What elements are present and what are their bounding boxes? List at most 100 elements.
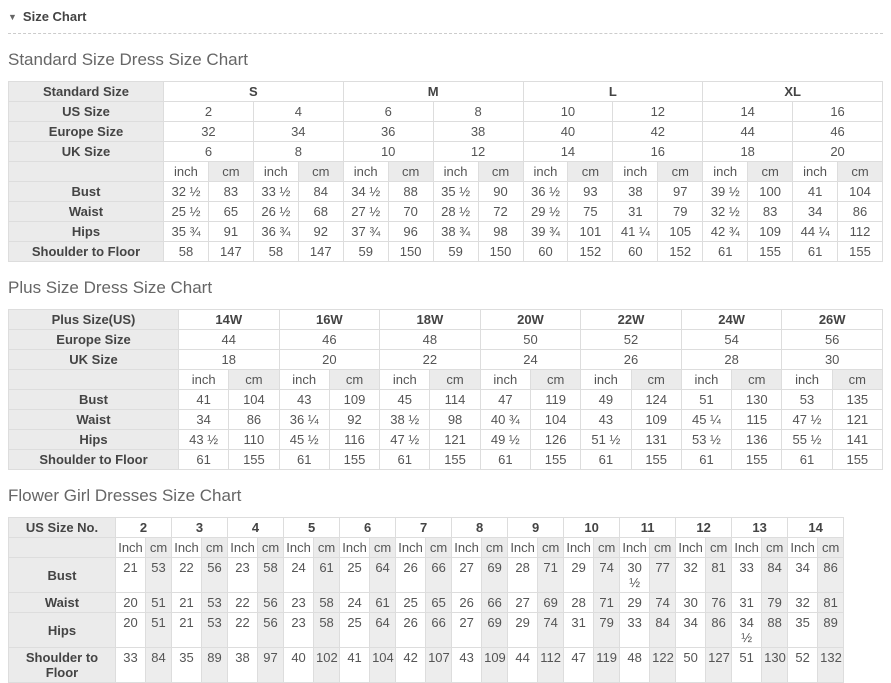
value-cell: 26 <box>395 557 427 593</box>
value-cell: 21 <box>115 557 146 593</box>
value-cell: 56 <box>201 557 229 593</box>
value-cell: 32 <box>787 592 819 613</box>
unit-cm-cell: cm <box>529 369 582 390</box>
value-cell: 58 <box>257 557 285 593</box>
value-cell: 58 <box>313 592 341 613</box>
standard-size-heading: Standard Size Dress Size Chart <box>8 50 248 69</box>
size-chart-title: Size Chart <box>22 9 87 24</box>
value-cell: 27 <box>507 592 539 613</box>
measure-row: Waist 34 86 36 ¼ 92 38 ½ 98 40 ¾ 104 43 109 45 ¼ 115… <box>8 409 884 430</box>
size-cell: 22W <box>580 309 682 330</box>
corner-label-cell: US Size No. <box>8 517 116 538</box>
value-cell: 35 ½ <box>432 181 479 202</box>
size-cell: 14 <box>787 517 845 538</box>
value-cell: 86 <box>705 612 733 648</box>
info-value-cell: 4 <box>252 101 344 122</box>
value-cell: 86 <box>228 409 280 430</box>
value-cell: 136 <box>731 429 783 450</box>
value-cell: 93 <box>567 181 614 202</box>
value-cell: 32 ½ <box>702 201 749 222</box>
value-cell: 32 ½ <box>163 181 209 202</box>
unit-row: Inch cm Inch cm Inch cm Inch cm Inch cm Inch cm Inch… <box>8 537 845 558</box>
value-cell: 51 <box>731 647 763 683</box>
value-cell: 68 <box>297 201 344 222</box>
value-cell: 61 <box>369 592 397 613</box>
unit-row: inch cm inch cm inch cm inch cm inch cm inch cm inch… <box>8 369 884 390</box>
value-cell: 97 <box>257 647 285 683</box>
value-cell: 26 <box>451 592 483 613</box>
info-value-cell: 18 <box>178 349 280 370</box>
value-cell: 43 <box>451 647 483 683</box>
unit-inch-cell: inch <box>278 369 330 390</box>
unit-cm-cell: cm <box>228 369 280 390</box>
measure-row: Bust 21 53 22 56 23 58 24 61 25 64 26 66 27 69 28 71 29 74… <box>8 557 845 593</box>
flower-girl-section: Flower Girl Dresses Size Chart US Size N… <box>8 486 883 683</box>
value-cell: 29 <box>507 612 539 648</box>
value-cell: 97 <box>657 181 704 202</box>
row-label-cell: Bust <box>8 181 164 202</box>
value-cell: 53 ½ <box>680 429 733 450</box>
value-cell: 61 <box>479 449 531 470</box>
value-cell: 32 <box>675 557 707 593</box>
value-cell: 36 ¾ <box>252 221 299 242</box>
size-cell: 7 <box>395 517 453 538</box>
unit-cm-cell: cm <box>537 537 565 558</box>
size-chart-section-toggle[interactable]: ▼ Size Chart <box>8 6 883 34</box>
value-cell: 43 <box>580 409 632 430</box>
value-cell: 25 <box>339 557 371 593</box>
value-cell: 53 <box>144 557 173 593</box>
unit-inch-cell: Inch <box>171 537 203 558</box>
size-cell: 3 <box>171 517 229 538</box>
info-row: Europe Size 32 34 36 38 40 42 44 46 <box>8 121 883 142</box>
unit-inch-cell: inch <box>342 161 389 182</box>
value-cell: 102 <box>313 647 341 683</box>
value-cell: 23 <box>283 592 315 613</box>
info-row: US Size 2 4 6 8 10 12 14 16 <box>8 101 883 122</box>
value-cell: 141 <box>831 429 884 450</box>
value-cell: 69 <box>481 557 509 593</box>
info-value-cell: 54 <box>680 329 783 350</box>
value-cell: 122 <box>649 647 677 683</box>
plus-size-table: Plus Size(US) 14W 16W 18W 20W 22W 24W 26W Europe… <box>8 309 884 470</box>
value-cell: 23 <box>283 612 315 648</box>
unit-cm-cell: cm <box>705 537 733 558</box>
unit-inch-cell: inch <box>680 369 733 390</box>
value-cell: 35 <box>171 647 203 683</box>
value-cell: 22 <box>227 612 259 648</box>
info-row: UK Size 6 8 10 12 14 16 18 20 <box>8 141 883 162</box>
value-cell: 34 ½ <box>342 181 389 202</box>
standard-size-table-slot: Standard Size S M L XL US Size 2 4 6 8 10 12 14 16 Eur… <box>8 81 883 262</box>
unit-cm-cell: cm <box>731 369 783 390</box>
size-header-row: Standard Size S M L XL <box>8 81 883 102</box>
flower-girl-table: US Size No. 2 3 4 5 6 7 8 9 10 11 12 13 14 Inch cm Inch c… <box>8 517 845 683</box>
size-cell: 6 <box>339 517 397 538</box>
info-row: Europe Size 44 46 48 50 52 54 56 <box>8 329 883 350</box>
info-value-cell: 44 <box>702 121 794 142</box>
value-cell: 84 <box>761 557 789 593</box>
value-cell: 34 <box>675 612 707 648</box>
info-value-cell: 46 <box>792 121 883 142</box>
unit-row-corner-cell <box>8 369 179 390</box>
corner-label-cell: Plus Size(US) <box>8 309 179 330</box>
measure-row: Shoulder to Floor 61 155 61 155 61 155 61 155 61 1… <box>8 449 884 470</box>
collapse-arrow-icon: ▼ <box>8 12 17 22</box>
value-cell: 61 <box>702 241 749 262</box>
value-cell: 51 <box>144 612 173 648</box>
unit-cm-cell: cm <box>387 161 434 182</box>
value-cell: 47 ½ <box>379 429 431 450</box>
unit-inch-cell: Inch <box>339 537 371 558</box>
value-cell: 66 <box>425 612 453 648</box>
value-cell: 53 <box>201 592 229 613</box>
standard-size-section: Standard Size Dress Size Chart Standard … <box>8 50 883 262</box>
value-cell: 83 <box>747 201 794 222</box>
info-value-cell: 14 <box>522 141 614 162</box>
size-cell: L <box>522 81 704 102</box>
value-cell: 26 <box>395 612 427 648</box>
value-cell: 47 ½ <box>781 409 833 430</box>
info-value-cell: 44 <box>178 329 280 350</box>
info-value-cell: 46 <box>278 329 381 350</box>
value-cell: 34 <box>787 557 819 593</box>
size-cell: 24W <box>680 309 783 330</box>
unit-inch-cell: Inch <box>563 537 595 558</box>
